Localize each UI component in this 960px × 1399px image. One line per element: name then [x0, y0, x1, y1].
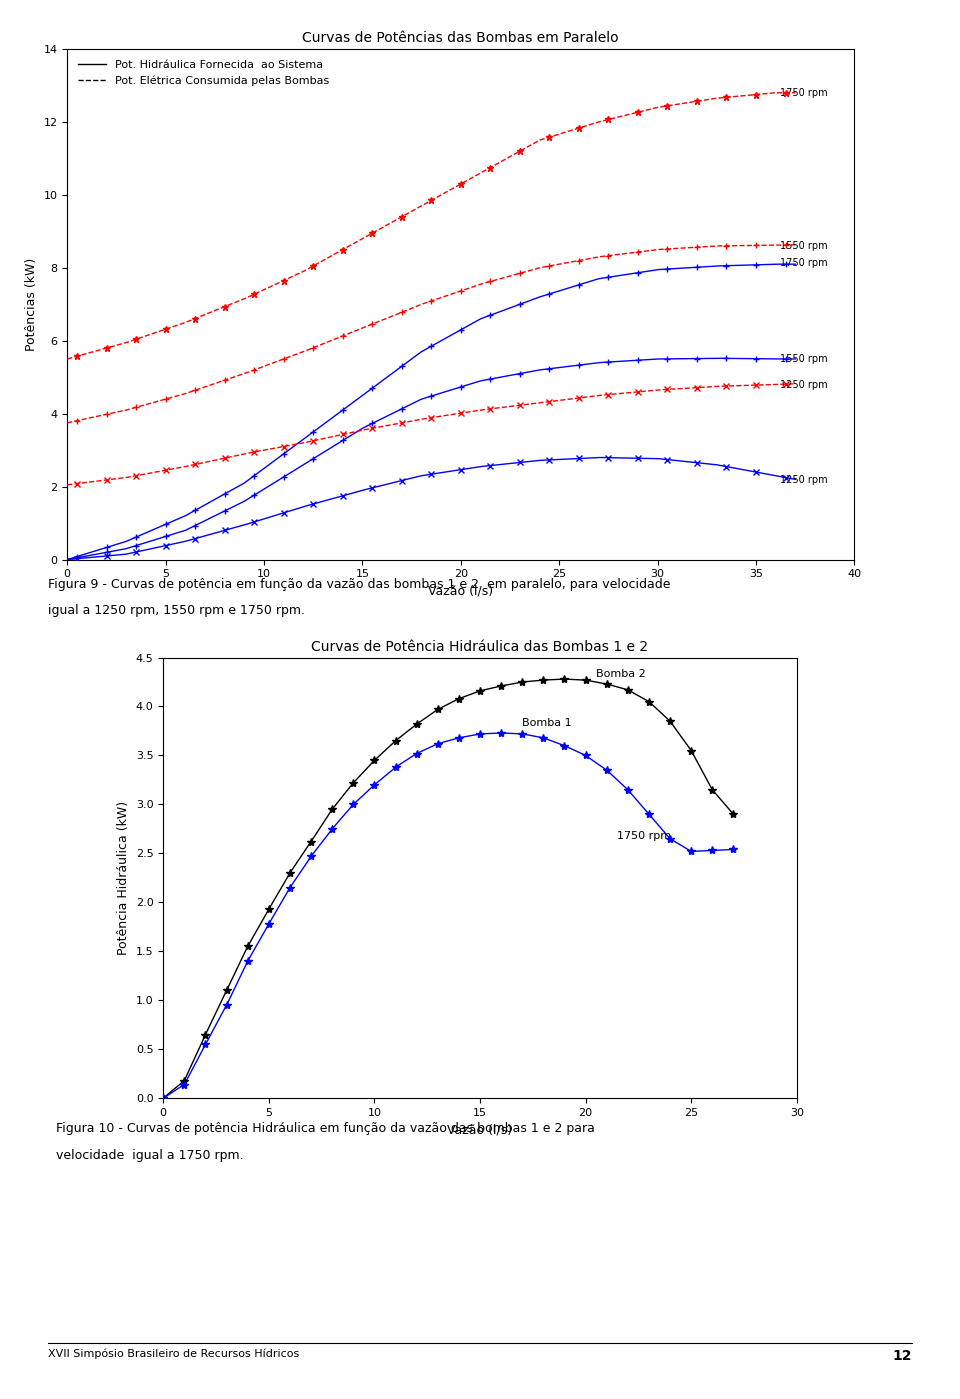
Text: igual a 1250 rpm, 1550 rpm e 1750 rpm.: igual a 1250 rpm, 1550 rpm e 1750 rpm. — [48, 604, 305, 617]
Text: Bomba 1: Bomba 1 — [522, 718, 572, 727]
Text: 1750 rpm: 1750 rpm — [617, 831, 671, 841]
X-axis label: Vazão (l/s): Vazão (l/s) — [447, 1123, 513, 1136]
Text: Figura 10 - Curvas de potência Hidráulica em função da vazão das bombas 1 e 2 pa: Figura 10 - Curvas de potência Hidráulic… — [48, 1122, 595, 1135]
Text: 12: 12 — [893, 1349, 912, 1363]
Title: Curvas de Potência Hidráulica das Bombas 1 e 2: Curvas de Potência Hidráulica das Bombas… — [311, 639, 649, 653]
Text: 1250 rpm: 1250 rpm — [780, 474, 828, 485]
Text: 1550 rpm: 1550 rpm — [780, 242, 828, 252]
Y-axis label: Potências (kW): Potências (kW) — [25, 257, 37, 351]
Text: XVII Simpósio Brasileiro de Recursos Hídricos: XVII Simpósio Brasileiro de Recursos Híd… — [48, 1349, 300, 1360]
Text: velocidade  igual a 1750 rpm.: velocidade igual a 1750 rpm. — [48, 1149, 244, 1161]
X-axis label: Vazão (l/s): Vazão (l/s) — [428, 585, 493, 597]
Text: 1750 rpm: 1750 rpm — [780, 88, 828, 98]
Text: Bomba 2: Bomba 2 — [596, 669, 646, 679]
Y-axis label: Potência Hidráulica (kW): Potência Hidráulica (kW) — [117, 800, 131, 956]
Legend: Pot. Hidráulica Fornecida  ao Sistema, Pot. Elétrica Consumida pelas Bombas: Pot. Hidráulica Fornecida ao Sistema, Po… — [73, 55, 335, 92]
Title: Curvas de Potências das Bombas em Paralelo: Curvas de Potências das Bombas em Parale… — [302, 31, 619, 45]
Text: Figura 9 - Curvas de potência em função da vazão das bombas 1 e 2  em paralelo, : Figura 9 - Curvas de potência em função … — [48, 578, 670, 590]
Text: 1550 rpm: 1550 rpm — [780, 354, 828, 365]
Text: 1750 rpm: 1750 rpm — [780, 257, 828, 267]
Text: 1250 rpm: 1250 rpm — [780, 381, 828, 390]
